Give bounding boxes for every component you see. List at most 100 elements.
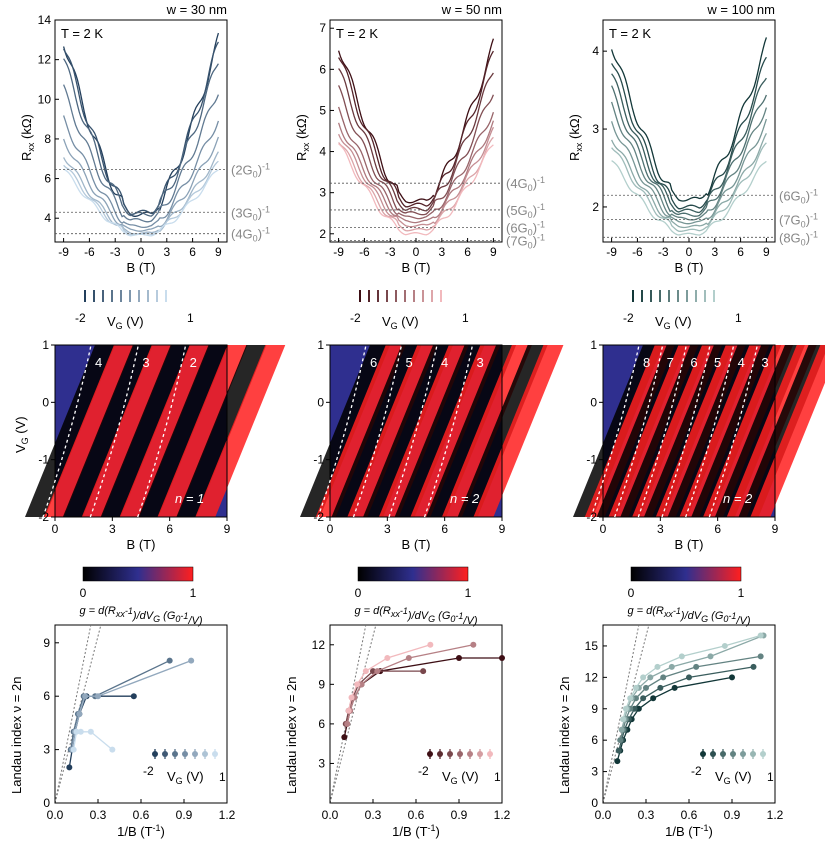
plateau-label: (4G0)-1 <box>231 226 270 244</box>
plateau-label: (4G0)-1 <box>506 175 545 193</box>
label-part: xx <box>115 609 126 619</box>
rxx-curve <box>338 68 494 212</box>
vg-legend-dot <box>467 751 473 757</box>
y-tick-label: 5 <box>319 103 326 117</box>
x-tick-label: 3 <box>384 522 391 536</box>
map-stripe <box>157 345 248 517</box>
y-tick-label: 12 <box>585 670 599 684</box>
vg-legend-dot <box>457 751 463 757</box>
colorbar <box>357 566 469 582</box>
map-frame <box>602 344 776 518</box>
label-part: -1 <box>455 611 463 621</box>
landau-point <box>166 657 173 664</box>
conductance-map: 8 7 6 5 4 3 n = 2 0 3 6 9 -2 -1 0 1 B (T) <box>573 338 825 552</box>
x-tick-label: 0 <box>600 522 607 536</box>
label-part: xx <box>663 609 674 619</box>
rxx-curve <box>62 115 220 229</box>
landau-level-label: 2 <box>190 355 197 370</box>
label-part: V <box>655 314 664 329</box>
vg-legend-dot <box>487 751 493 757</box>
map-stripe <box>43 345 134 517</box>
x-tick-label: 0.9 <box>176 808 193 822</box>
map-stripe <box>378 345 469 517</box>
label-part: G <box>391 321 398 331</box>
landau-point <box>647 674 654 681</box>
rxx-curve <box>62 136 220 232</box>
label-part: (G <box>160 610 176 622</box>
label-part: (6G <box>506 221 528 236</box>
x-tick-label: 0 <box>413 245 420 259</box>
map-stripe <box>176 345 267 517</box>
x-tick-label: 0.9 <box>451 808 468 822</box>
label-part: G <box>664 321 671 331</box>
label-part: (V) <box>731 769 752 784</box>
rxx-curve <box>610 118 768 225</box>
label-part: -1 <box>262 226 270 236</box>
label-part: 0 <box>801 195 806 205</box>
x-tick-label: 6 <box>441 522 448 536</box>
label-part: (V) <box>13 416 28 437</box>
x-tick-label: 3 <box>163 245 170 259</box>
plateau-label: (7G0)-1 <box>779 211 818 229</box>
label-part: V <box>442 769 451 784</box>
label-part: R <box>19 152 34 161</box>
label-part: 0 <box>528 210 533 220</box>
colorbar-label: g = d(Rxx-1)/dVG (G0-1/V) <box>80 605 203 627</box>
label-part: -1 <box>537 202 545 212</box>
y-tick-label: 4 <box>592 44 599 58</box>
label-part: (kΩ) <box>567 114 582 143</box>
colorbar-min: 0 <box>80 586 87 600</box>
x-tick-label: 0.0 <box>595 808 612 822</box>
landau-level-line <box>590 344 640 518</box>
plateau-label: (6G0)-1 <box>506 220 545 238</box>
y-tick-label: 12 <box>312 638 326 652</box>
landau-level-line <box>42 344 92 518</box>
label-part: )/dV <box>131 610 155 622</box>
plateau-label: (3G0)-1 <box>231 204 270 222</box>
x-axis-label: B (T) <box>127 537 156 552</box>
landau-level-line <box>317 344 367 518</box>
rxx-curve <box>338 126 494 228</box>
label-part: -1 <box>180 611 188 621</box>
y-tick-label: -2 <box>38 510 49 524</box>
colorbar-max: 1 <box>738 586 745 600</box>
landau-level-label: 4 <box>441 355 448 370</box>
vg-legend-dot <box>720 751 726 757</box>
y-tick-label: 6 <box>44 172 51 186</box>
label-part: -1 <box>728 611 736 621</box>
rxx-curve <box>338 50 494 208</box>
x-tick-label: -3 <box>658 245 669 259</box>
y-tick-label: 0 <box>43 796 50 810</box>
y-axis-label: Landau index ν = 2n <box>557 677 572 794</box>
rxx-curve <box>611 142 767 232</box>
vg-legend-dot <box>750 751 756 757</box>
label-part: (7G <box>506 233 528 248</box>
label-part: (kΩ) <box>294 114 309 143</box>
vg-legend-dot <box>202 751 208 757</box>
label-part: -1 <box>262 162 270 172</box>
x-tick-label: -6 <box>84 245 95 259</box>
landau-point <box>456 654 462 661</box>
landau-point <box>654 663 661 670</box>
reference-line <box>602 624 650 804</box>
vg-legend-max: 1 <box>767 770 774 784</box>
landau-panel: 0.0 0.3 0.6 0.9 1.2 0 3 6 9 12 15 1/B (T-1) Landau i… <box>557 624 784 839</box>
label-part: 0 <box>253 170 258 180</box>
label-part: )/dV <box>406 610 430 622</box>
landau-level-line <box>637 344 687 518</box>
x-tick-label: 3 <box>657 522 664 536</box>
label-part: 0 <box>253 212 258 222</box>
vg-legend-dot <box>447 751 453 757</box>
vg-legend-max: 1 <box>219 770 226 784</box>
x-tick-label: 0.0 <box>47 808 64 822</box>
vg-legend-label: VG (V) <box>107 314 144 331</box>
landau-level-line <box>614 344 664 518</box>
label-part: ) <box>436 824 440 839</box>
landau-series <box>347 644 431 711</box>
landau-point <box>70 746 77 753</box>
label-part: 0 <box>528 240 533 250</box>
x-tick-label: 3 <box>711 245 718 259</box>
label-part: ) <box>806 188 810 203</box>
label-part: (4G <box>231 227 253 242</box>
